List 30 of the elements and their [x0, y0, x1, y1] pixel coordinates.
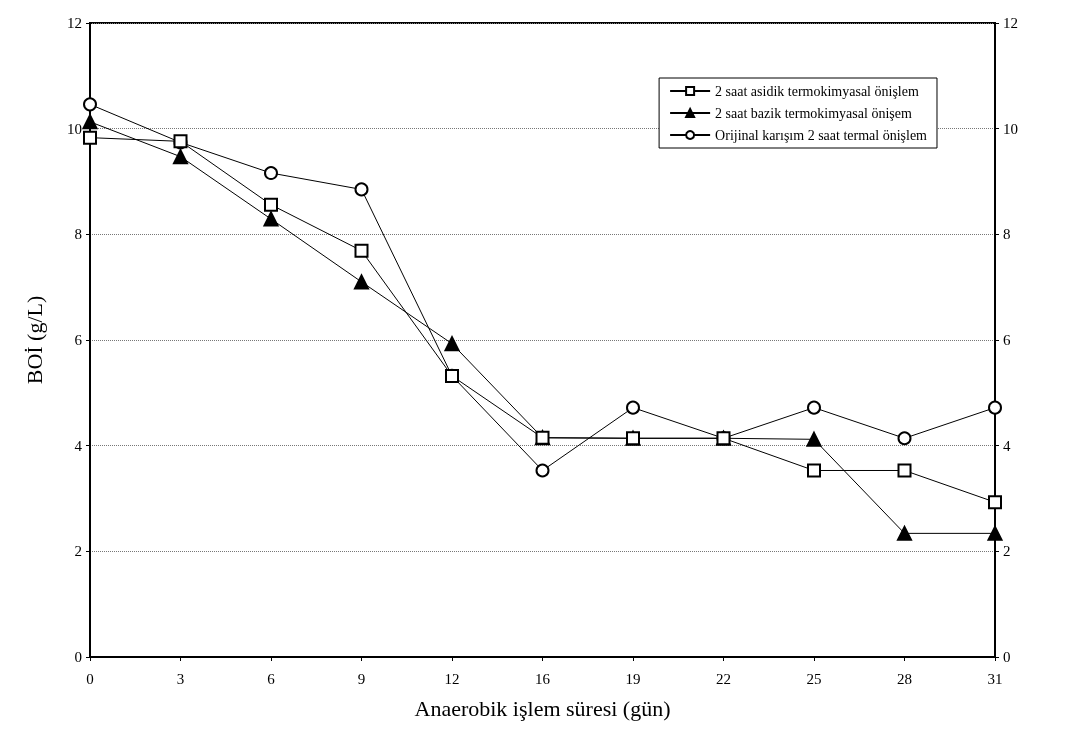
x-tick-label: 31	[987, 670, 1003, 687]
y-tick-label: 0	[74, 649, 82, 665]
y2-tick-label: 6	[1003, 332, 1011, 348]
legend-label: 2 saat asidik termokimyasal önişlem	[715, 83, 919, 99]
y2-tick-label: 10	[1003, 120, 1018, 137]
y-tick-label: 4	[74, 437, 83, 454]
y-tick-label: 2	[74, 543, 82, 560]
y2-tick-label: 8	[1003, 226, 1011, 243]
y2-tick-label: 4	[1003, 437, 1011, 454]
x-tick-label: 25	[806, 670, 822, 687]
x-tick-label: 28	[897, 670, 912, 687]
y-tick-label: 6	[74, 332, 83, 348]
y2-tick-label: 2	[1003, 543, 1011, 560]
x-tick-label: 0	[86, 670, 94, 687]
x-tick-label: 19	[625, 670, 641, 687]
x-tick-label: 9	[357, 670, 366, 687]
x-tick-label: 12	[444, 670, 460, 687]
y2-tick-label: 0	[1003, 649, 1011, 665]
x-tick-label: 3	[176, 670, 185, 687]
y-axis-title: BOİ (g/L)	[21, 295, 47, 385]
y-tick-label: 10	[67, 120, 82, 137]
legend-label: 2 saat bazik termokimyasal önişem	[715, 105, 912, 121]
x-tick-label: 6	[267, 670, 276, 687]
legend-label: Orijinal karışım 2 saat termal önişlem	[715, 127, 928, 143]
y-tick-label: 8	[74, 226, 82, 243]
x-tick-label: 22	[716, 670, 731, 687]
x-tick-label: 16	[535, 670, 551, 687]
x-axis-title: Anaerobik işlem süresi (gün)	[414, 695, 671, 721]
y2-tick-label: 12	[1003, 15, 1018, 31]
y-tick-label: 12	[67, 15, 82, 31]
